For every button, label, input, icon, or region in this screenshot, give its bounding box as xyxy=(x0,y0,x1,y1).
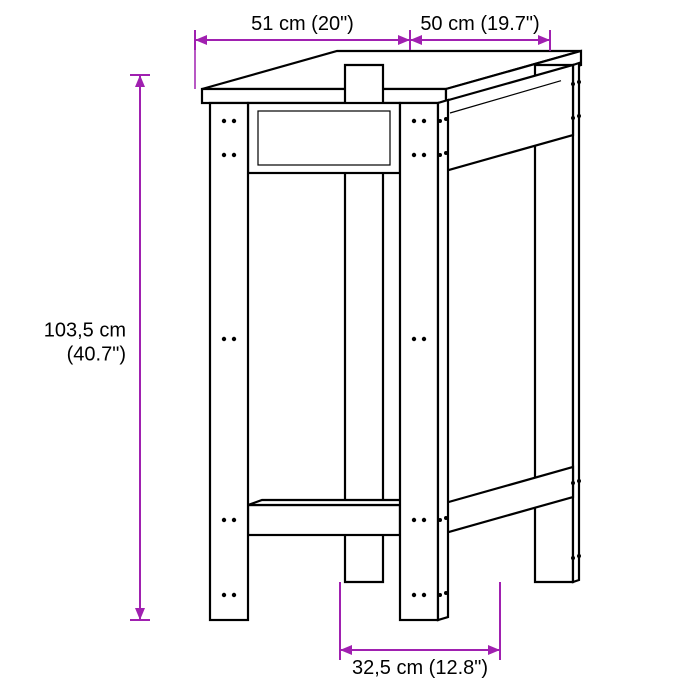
screw-dot xyxy=(232,119,236,123)
screw-dot xyxy=(222,518,226,522)
arrowhead xyxy=(135,75,145,87)
stretcher-front xyxy=(248,505,400,535)
dimension-label: 103,5 cm xyxy=(44,320,126,342)
screw-dot xyxy=(444,151,448,155)
arrowhead xyxy=(135,608,145,620)
furniture-drawing xyxy=(202,51,581,620)
screw-dot xyxy=(571,116,575,120)
arrowhead xyxy=(410,35,422,45)
screw-dot xyxy=(577,554,581,558)
screw-dot xyxy=(412,153,416,157)
screw-dot xyxy=(444,591,448,595)
dimension-label: 50 cm (19.7") xyxy=(420,13,539,35)
arrowhead xyxy=(538,35,550,45)
screw-dot xyxy=(232,337,236,341)
leg-back-right-side xyxy=(573,63,579,582)
screw-dot xyxy=(571,481,575,485)
leg-front-right xyxy=(400,103,438,620)
screw-dot xyxy=(444,117,448,121)
screw-dot xyxy=(222,119,226,123)
screw-dot xyxy=(232,518,236,522)
screw-dot xyxy=(571,556,575,560)
screw-dot xyxy=(222,153,226,157)
leg-front-right-side xyxy=(438,100,448,620)
screw-dot xyxy=(222,593,226,597)
screw-dot xyxy=(412,518,416,522)
dimension-label: 32,5 cm (12.8") xyxy=(352,657,488,679)
screw-dot xyxy=(422,337,426,341)
screw-dot xyxy=(232,593,236,597)
screw-dot xyxy=(422,518,426,522)
apron-front xyxy=(248,103,400,173)
screw-dot xyxy=(438,153,442,157)
screw-dot xyxy=(444,516,448,520)
screw-dot xyxy=(577,479,581,483)
screw-dot xyxy=(232,153,236,157)
screw-dot xyxy=(412,593,416,597)
screw-dot xyxy=(422,153,426,157)
screw-dot xyxy=(438,119,442,123)
dimension-label: 51 cm (20") xyxy=(251,13,354,35)
arrowhead xyxy=(195,35,207,45)
tabletop-front-edge xyxy=(202,89,446,103)
screw-dot xyxy=(222,337,226,341)
leg-front-left xyxy=(210,103,248,620)
screw-dot xyxy=(422,119,426,123)
stretcher-front-top xyxy=(248,500,414,505)
screw-dot xyxy=(422,593,426,597)
arrowhead xyxy=(398,35,410,45)
arrowhead xyxy=(340,645,352,655)
screw-dot xyxy=(412,119,416,123)
dimension-label: (40.7") xyxy=(67,344,126,366)
screw-dot xyxy=(438,518,442,522)
screw-dot xyxy=(577,80,581,84)
arrowhead xyxy=(488,645,500,655)
screw-dot xyxy=(571,82,575,86)
screw-dot xyxy=(412,337,416,341)
screw-dot xyxy=(577,114,581,118)
screw-dot xyxy=(438,593,442,597)
